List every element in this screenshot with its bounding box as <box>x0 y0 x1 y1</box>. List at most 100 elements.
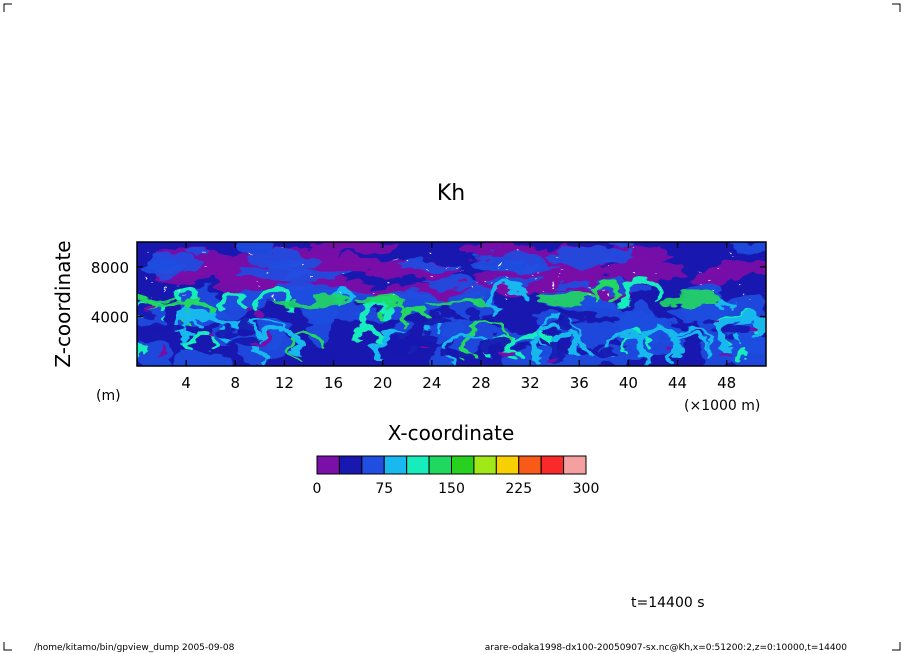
field-patch <box>147 255 206 272</box>
field-patch <box>662 339 669 347</box>
colorbar-tick-label: 150 <box>438 481 465 497</box>
field-speckle <box>711 293 714 295</box>
x-tick-label: 16 <box>324 374 343 392</box>
field-patch <box>285 269 350 282</box>
colorbar-tick-label: 0 <box>313 481 322 497</box>
x-tick-label: 24 <box>422 374 441 392</box>
field-speckle <box>309 276 312 278</box>
field-streak <box>255 326 301 361</box>
field-patch <box>311 348 337 361</box>
field-patch <box>664 294 722 305</box>
field-patch <box>558 311 573 334</box>
corner-mark-bottom-left <box>3 642 12 651</box>
field-patch <box>311 242 397 254</box>
field-patch <box>309 314 333 348</box>
field-speckle <box>154 281 157 283</box>
field-streak <box>175 287 199 306</box>
colorbar-tick-label: 225 <box>505 481 532 497</box>
x-tick-label: 28 <box>471 374 490 392</box>
field-speckle <box>428 254 431 256</box>
field-speckle <box>520 254 523 256</box>
field-speckle <box>384 283 387 285</box>
x-tick-label: 8 <box>231 374 241 392</box>
field-patch <box>544 247 615 264</box>
field-speckle <box>395 259 398 261</box>
field-speckle <box>394 297 397 299</box>
field-patch <box>314 296 357 305</box>
field-speckle <box>280 294 283 296</box>
field-patch <box>397 259 460 273</box>
field-patch <box>688 267 726 288</box>
colorbar-swatch <box>361 455 385 475</box>
field-speckle <box>592 284 595 286</box>
field-speckle <box>542 289 545 291</box>
field-speckle <box>146 252 149 254</box>
field-speckle <box>142 278 145 280</box>
field-speckle <box>698 266 701 268</box>
field-streak <box>137 343 147 354</box>
field-patch <box>487 263 561 273</box>
field-patch <box>147 310 154 315</box>
field-streak <box>216 290 247 314</box>
field-patch <box>728 242 766 252</box>
field-streak <box>620 276 662 307</box>
field-speckle <box>175 283 178 285</box>
field-patch <box>534 311 559 324</box>
field-patch <box>440 346 473 358</box>
colorbar-swatch <box>428 455 453 475</box>
field-speckle <box>268 299 271 301</box>
field-speckle <box>743 291 746 293</box>
field-patch <box>254 310 267 319</box>
field-speckle <box>552 280 555 282</box>
field-patch <box>158 347 164 355</box>
field-patch <box>159 303 189 310</box>
field-speckle <box>180 292 183 294</box>
plot-frame <box>136 241 767 367</box>
field-patch <box>486 278 541 286</box>
field-speckle <box>738 282 741 284</box>
field-streak <box>671 329 714 360</box>
colorbar-swatch <box>473 455 497 475</box>
field-patch <box>478 336 510 357</box>
colorbar-tick-label: 300 <box>573 481 600 497</box>
field-patch <box>252 342 266 347</box>
field-speckle <box>604 290 607 292</box>
field-speckle <box>656 281 659 283</box>
field-speckle <box>257 282 260 284</box>
field-patch <box>417 316 451 325</box>
field-patch <box>718 349 732 355</box>
field-patch <box>423 278 478 286</box>
colorbar-swatch <box>406 455 430 475</box>
colorbar-swatch <box>383 455 408 475</box>
field-speckle <box>560 273 563 275</box>
corner-mark-top-left <box>3 3 12 12</box>
field-speckle <box>184 295 187 297</box>
field-streak <box>463 320 509 354</box>
field-speckle <box>747 299 750 301</box>
field-patch <box>359 295 407 304</box>
x-tick-label: 36 <box>570 374 589 392</box>
x-tick-label: 32 <box>521 374 540 392</box>
colorbar: 0 75 150 225 300 <box>313 455 600 497</box>
field-speckle <box>495 264 498 266</box>
footer-left: /home/kitamo/bin/gpview_dump 2005-09-08 <box>34 643 235 653</box>
time-label: t=14400 s <box>631 595 705 611</box>
corner-mark-bottom-right <box>892 642 901 651</box>
field-patch <box>137 338 173 366</box>
field-speckle <box>508 290 511 292</box>
field-patch <box>262 336 271 344</box>
field-speckle <box>343 276 346 278</box>
field-patch <box>504 349 515 356</box>
field-speckle <box>555 252 558 254</box>
x-tick-label: 48 <box>717 374 736 392</box>
field-streak <box>251 318 285 342</box>
colorbar-swatch <box>451 455 475 475</box>
field-streak <box>189 333 217 354</box>
x-tick-label: 12 <box>275 374 294 392</box>
field-speckle <box>453 264 456 266</box>
field-speckle <box>526 274 529 276</box>
colorbar-tick-label: 75 <box>375 481 393 497</box>
field-patch <box>226 339 264 350</box>
field-streak <box>488 282 529 313</box>
